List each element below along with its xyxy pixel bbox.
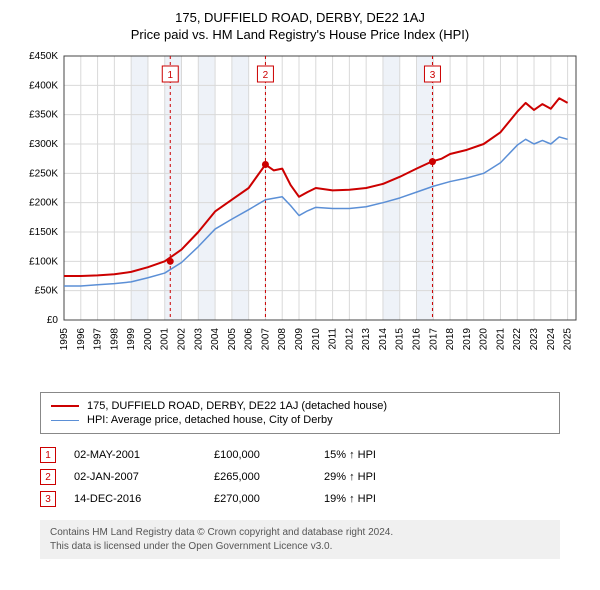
svg-text:2024: 2024 — [546, 328, 557, 351]
svg-text:2025: 2025 — [563, 328, 574, 351]
svg-text:2017: 2017 — [428, 328, 439, 351]
footer-attribution: Contains HM Land Registry data © Crown c… — [40, 520, 560, 559]
svg-text:£150K: £150K — [29, 227, 58, 238]
footer-line1: Contains HM Land Registry data © Crown c… — [50, 526, 550, 540]
svg-text:2000: 2000 — [143, 328, 154, 351]
legend: 175, DUFFIELD ROAD, DERBY, DE22 1AJ (det… — [40, 392, 560, 434]
marker-price: £100,000 — [214, 449, 324, 461]
svg-text:2013: 2013 — [361, 328, 372, 351]
svg-text:3: 3 — [430, 70, 436, 81]
svg-text:£50K: £50K — [35, 286, 59, 297]
svg-text:£100K: £100K — [29, 256, 58, 267]
svg-text:1996: 1996 — [76, 328, 87, 351]
svg-text:2001: 2001 — [160, 328, 171, 351]
container: 175, DUFFIELD ROAD, DERBY, DE22 1AJ Pric… — [0, 0, 600, 569]
chart-svg: £0 £50K £100K £150K £200K £250K £300K £350K £400… — [20, 50, 580, 380]
svg-text:1997: 1997 — [93, 328, 104, 351]
svg-text:2005: 2005 — [227, 328, 238, 351]
marker-badge: 1 — [40, 447, 56, 463]
svg-text:2008: 2008 — [277, 328, 288, 351]
svg-text:1999: 1999 — [126, 328, 137, 351]
svg-text:£250K: £250K — [29, 168, 58, 179]
svg-text:2021: 2021 — [495, 328, 506, 351]
svg-text:2011: 2011 — [328, 328, 339, 350]
chart-subtitle: Price paid vs. HM Land Registry's House … — [10, 27, 590, 42]
marker-pct: 19% ↑ HPI — [324, 493, 434, 505]
svg-text:2014: 2014 — [378, 328, 389, 351]
svg-text:2022: 2022 — [512, 328, 523, 351]
svg-text:£400K: £400K — [29, 80, 58, 91]
marker-pct: 15% ↑ HPI — [324, 449, 434, 461]
svg-text:2004: 2004 — [210, 328, 221, 351]
marker-badge: 3 — [40, 491, 56, 507]
footer-line2: This data is licensed under the Open Gov… — [50, 540, 550, 554]
marker-date: 02-MAY-2001 — [74, 449, 214, 461]
legend-row: 175, DUFFIELD ROAD, DERBY, DE22 1AJ (det… — [51, 399, 549, 413]
marker-row: 1 02-MAY-2001£100,00015% ↑ HPI — [40, 444, 560, 466]
svg-text:£0: £0 — [47, 315, 59, 326]
svg-text:2: 2 — [263, 70, 269, 81]
marker-pct: 29% ↑ HPI — [324, 471, 434, 483]
marker-row: 2 02-JAN-2007£265,00029% ↑ HPI — [40, 466, 560, 488]
marker-date: 14-DEC-2016 — [74, 493, 214, 505]
svg-text:2016: 2016 — [412, 328, 423, 351]
marker-badge: 2 — [40, 469, 56, 485]
markers-table: 1 02-MAY-2001£100,00015% ↑ HPI 2 02-JAN-200… — [40, 444, 560, 510]
svg-text:2020: 2020 — [479, 328, 490, 351]
svg-text:1998: 1998 — [109, 328, 120, 351]
svg-text:2015: 2015 — [395, 328, 406, 351]
legend-row: HPI: Average price, detached house, City… — [51, 413, 549, 427]
chart: £0 £50K £100K £150K £200K £250K £300K £350K £400… — [20, 50, 580, 380]
legend-swatch — [51, 420, 79, 421]
marker-price: £270,000 — [214, 493, 324, 505]
svg-text:2006: 2006 — [244, 328, 255, 351]
svg-text:1: 1 — [167, 70, 173, 81]
svg-text:2018: 2018 — [445, 328, 456, 351]
svg-text:2002: 2002 — [177, 328, 188, 351]
legend-label: 175, DUFFIELD ROAD, DERBY, DE22 1AJ (det… — [87, 400, 387, 412]
svg-text:1995: 1995 — [59, 328, 70, 351]
legend-swatch — [51, 405, 79, 407]
svg-text:2007: 2007 — [260, 328, 271, 351]
chart-title: 175, DUFFIELD ROAD, DERBY, DE22 1AJ — [10, 10, 590, 25]
svg-text:2003: 2003 — [193, 328, 204, 351]
svg-text:£300K: £300K — [29, 139, 58, 150]
svg-text:2009: 2009 — [294, 328, 305, 351]
svg-text:2012: 2012 — [344, 328, 355, 351]
svg-text:2010: 2010 — [311, 328, 322, 351]
svg-text:2019: 2019 — [462, 328, 473, 351]
svg-text:£350K: £350K — [29, 110, 58, 121]
svg-text:2023: 2023 — [529, 328, 540, 351]
svg-text:£450K: £450K — [29, 51, 58, 62]
svg-text:£200K: £200K — [29, 198, 58, 209]
legend-label: HPI: Average price, detached house, City… — [87, 414, 333, 426]
marker-date: 02-JAN-2007 — [74, 471, 214, 483]
marker-price: £265,000 — [214, 471, 324, 483]
marker-row: 3 14-DEC-2016£270,00019% ↑ HPI — [40, 488, 560, 510]
